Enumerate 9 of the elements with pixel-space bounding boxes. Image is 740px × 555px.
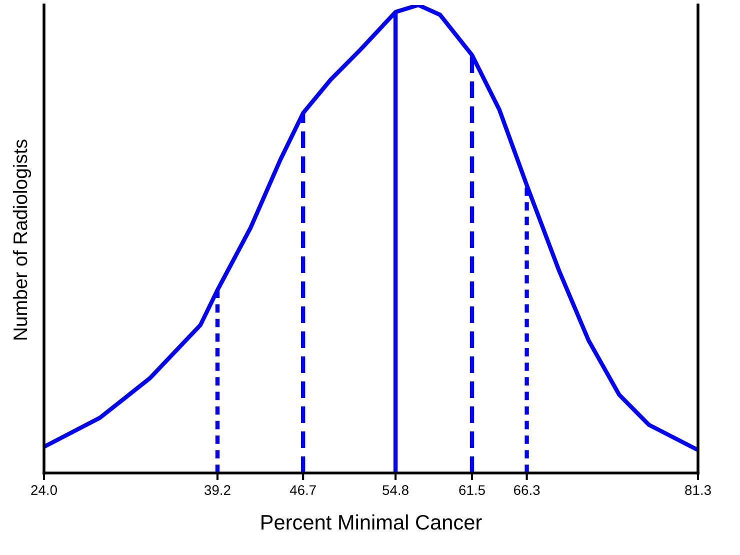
x-tick-label: 66.3 — [514, 485, 540, 496]
x-tick-label: 81.3 — [685, 485, 711, 496]
x-axis-title: Percent Minimal Cancer — [262, 514, 482, 530]
x-tick-label: 24.0 — [31, 485, 57, 496]
x-tick-label: 39.2 — [204, 485, 230, 496]
x-tick-label: 61.5 — [459, 485, 485, 496]
y-axis-title: Number of Radiologists — [12, 140, 32, 340]
x-tick-label: 46.7 — [290, 485, 316, 496]
x-tick-label: 54.8 — [382, 485, 408, 496]
